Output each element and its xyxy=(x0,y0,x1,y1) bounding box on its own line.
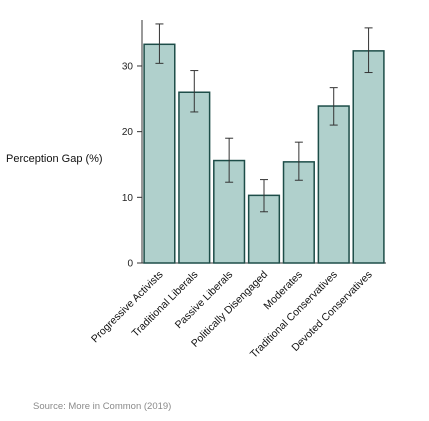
error-bar xyxy=(190,70,199,113)
y-ticks: 0 10 20 30 xyxy=(122,61,142,270)
error-bar xyxy=(294,141,303,181)
y-axis-label: Perception Gap (%) xyxy=(6,153,103,165)
source-note: Source: More in Common (2019) xyxy=(33,401,172,412)
bars xyxy=(143,43,385,264)
y-tick-label: 20 xyxy=(122,127,134,138)
bar xyxy=(352,50,385,264)
y-tick-label: 30 xyxy=(122,61,134,72)
error-bar xyxy=(364,27,373,74)
error-bar xyxy=(225,137,234,183)
error-bar xyxy=(155,23,164,64)
bar xyxy=(143,43,176,264)
y-tick-label: 0 xyxy=(127,259,133,270)
error-bar xyxy=(260,179,268,213)
error-bar xyxy=(329,87,338,126)
y-tick-label: 10 xyxy=(122,193,134,204)
bar xyxy=(317,105,350,264)
error-bars xyxy=(155,23,373,213)
bar xyxy=(178,91,211,264)
x-tick-label: Traditional Liberals xyxy=(129,269,200,340)
